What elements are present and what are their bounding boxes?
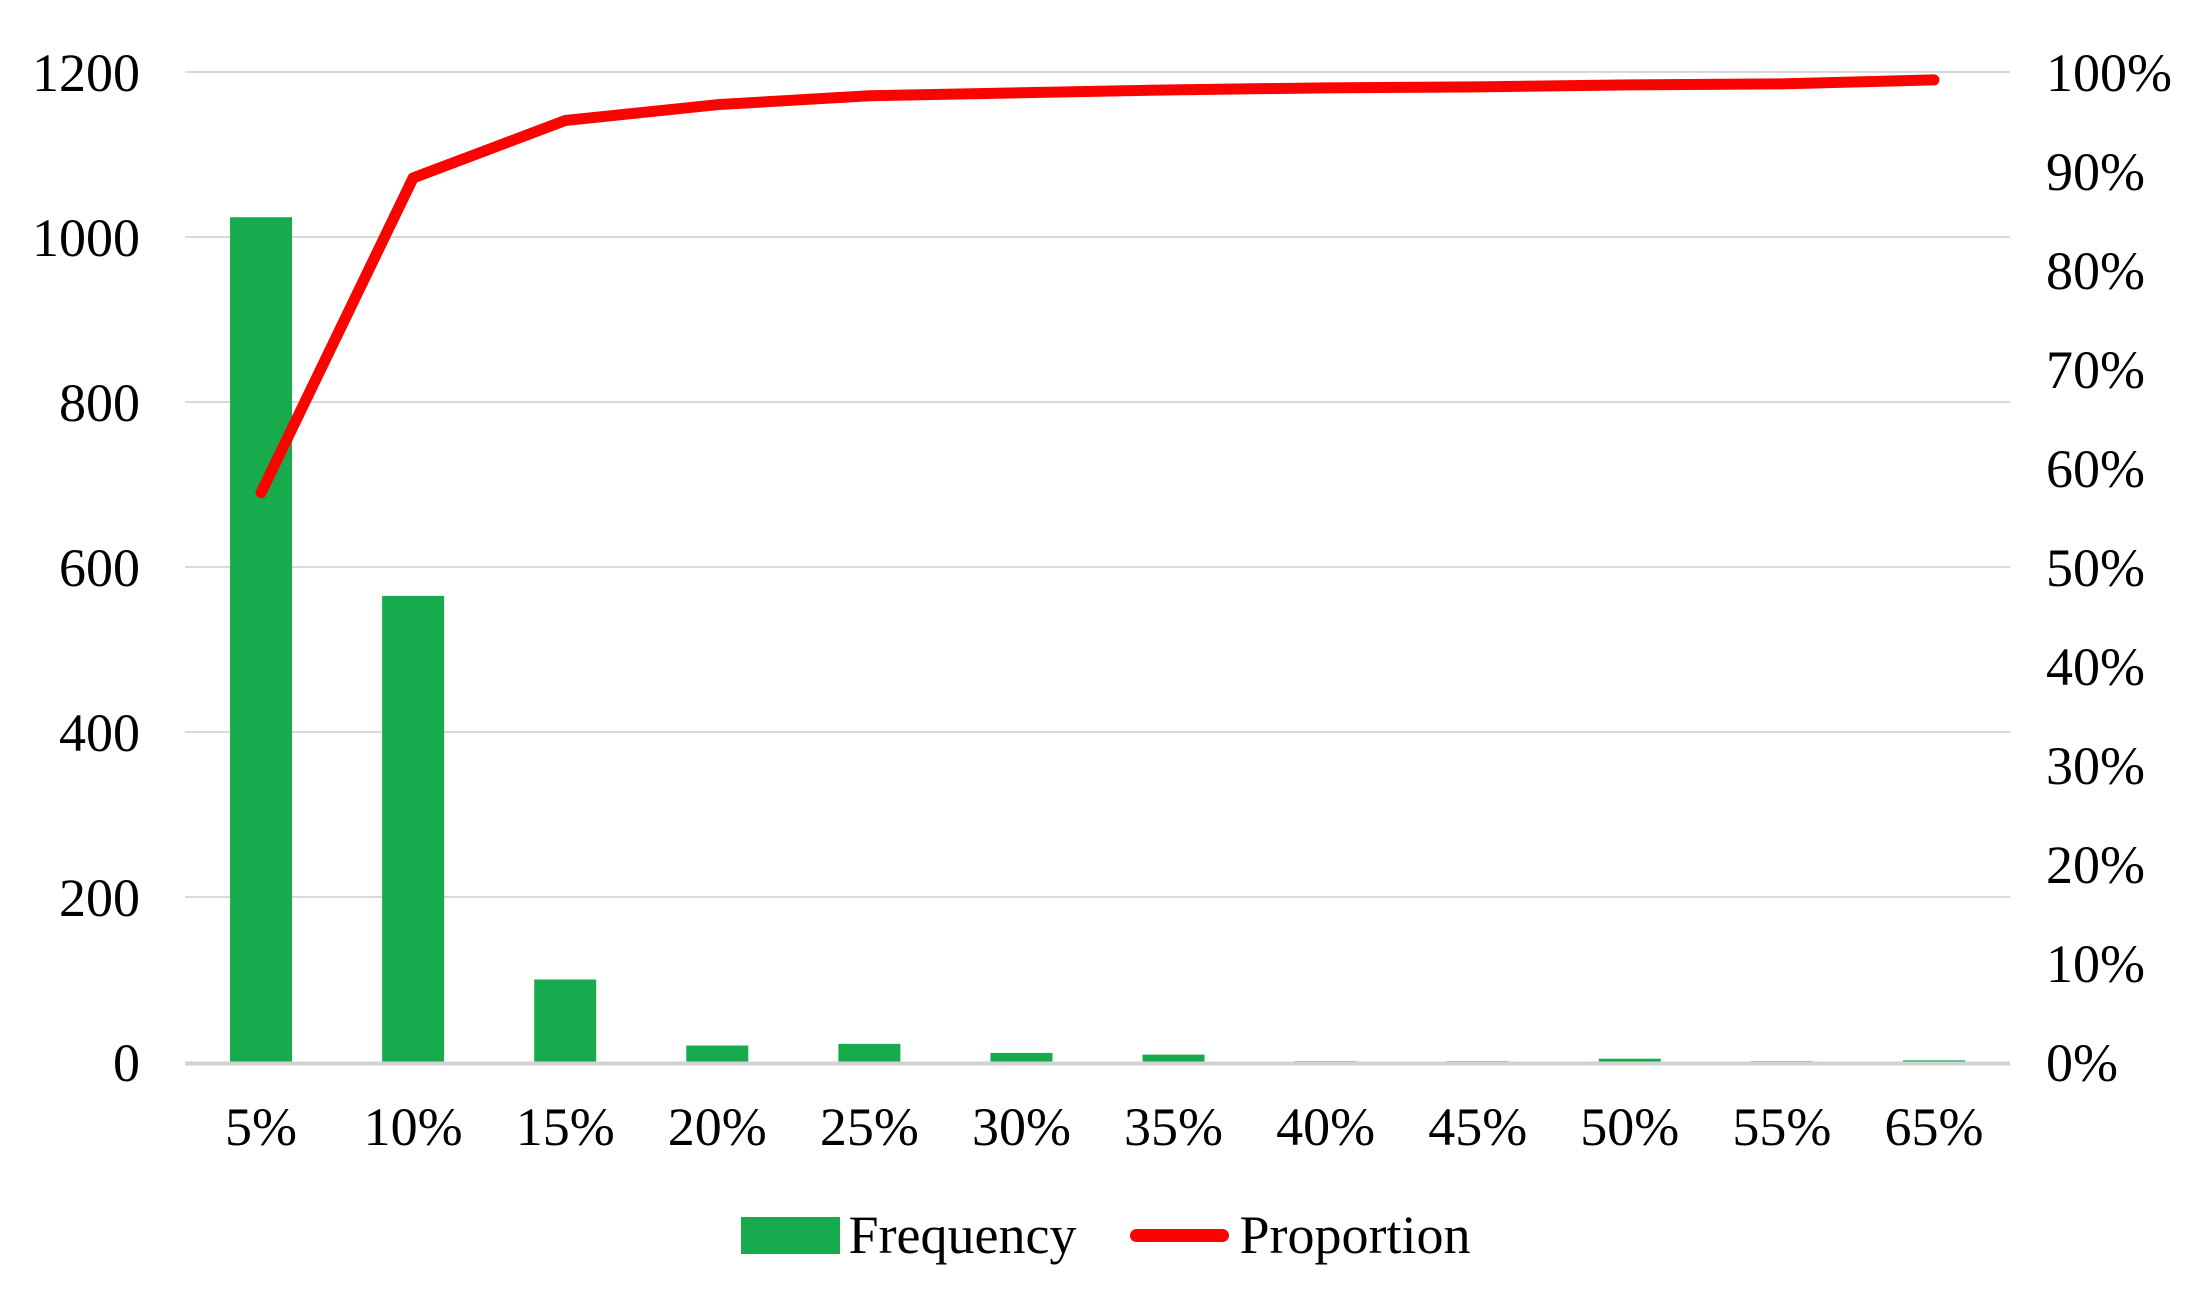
right-axis-tick-label: 10% <box>2046 934 2145 994</box>
frequency-bar <box>534 979 597 1062</box>
right-axis-tick-label: 40% <box>2046 637 2145 697</box>
x-axis-category-label: 10% <box>364 1097 463 1157</box>
frequency-bar <box>1598 1058 1661 1062</box>
frequency-bar <box>230 217 293 1062</box>
frequency-bar <box>1142 1054 1205 1062</box>
frequency-bar <box>686 1045 749 1062</box>
proportion-legend-swatch <box>1130 1229 1230 1243</box>
x-axis-category-label: 45% <box>1428 1097 1527 1157</box>
x-axis-category-label: 5% <box>225 1097 297 1157</box>
x-axis-category-label: 65% <box>1884 1097 1983 1157</box>
x-axis-category-label: 50% <box>1580 1097 1679 1157</box>
frequency-bar <box>838 1043 901 1062</box>
right-axis-tick-label: 30% <box>2046 736 2145 796</box>
proportion-legend-label: Proportion <box>1239 1205 1471 1265</box>
x-axis-category-label: 40% <box>1276 1097 1375 1157</box>
x-axis-category-label: 30% <box>972 1097 1071 1157</box>
right-axis-tick-label: 90% <box>2046 142 2145 202</box>
frequency-bar <box>990 1052 1053 1062</box>
chart-legend: Frequency Proportion <box>0 1205 2211 1265</box>
left-axis-tick-label: 1000 <box>32 208 140 268</box>
right-axis-tick-label: 70% <box>2046 340 2145 400</box>
frequency-bar <box>1902 1060 1965 1062</box>
left-axis-tick-label: 800 <box>59 373 140 433</box>
right-axis-tick-label: 100% <box>2046 43 2172 103</box>
right-axis-tick-label: 60% <box>2046 439 2145 499</box>
right-axis-tick-label: 50% <box>2046 538 2145 598</box>
frequency-legend-label: Frequency <box>848 1205 1077 1265</box>
x-axis-category-label: 20% <box>668 1097 767 1157</box>
right-axis-tick-label: 20% <box>2046 835 2145 895</box>
left-axis-tick-label: 400 <box>59 703 140 763</box>
x-axis-category-label: 35% <box>1124 1097 1223 1157</box>
frequency-legend-swatch <box>740 1217 840 1255</box>
left-axis-tick-label: 600 <box>59 538 140 598</box>
x-axis-category-label: 15% <box>516 1097 615 1157</box>
left-axis-tick-label: 1200 <box>32 43 140 103</box>
right-axis-tick-label: 80% <box>2046 241 2145 301</box>
x-axis-category-label: 55% <box>1732 1097 1831 1157</box>
left-axis-tick-label: 0 <box>113 1033 140 1093</box>
frequency-bar <box>382 595 445 1062</box>
proportion-line <box>255 74 1940 499</box>
x-axis-category-label: 25% <box>820 1097 919 1157</box>
left-axis-tick-label: 200 <box>59 868 140 928</box>
right-axis-tick-label: 0% <box>2046 1033 2118 1093</box>
